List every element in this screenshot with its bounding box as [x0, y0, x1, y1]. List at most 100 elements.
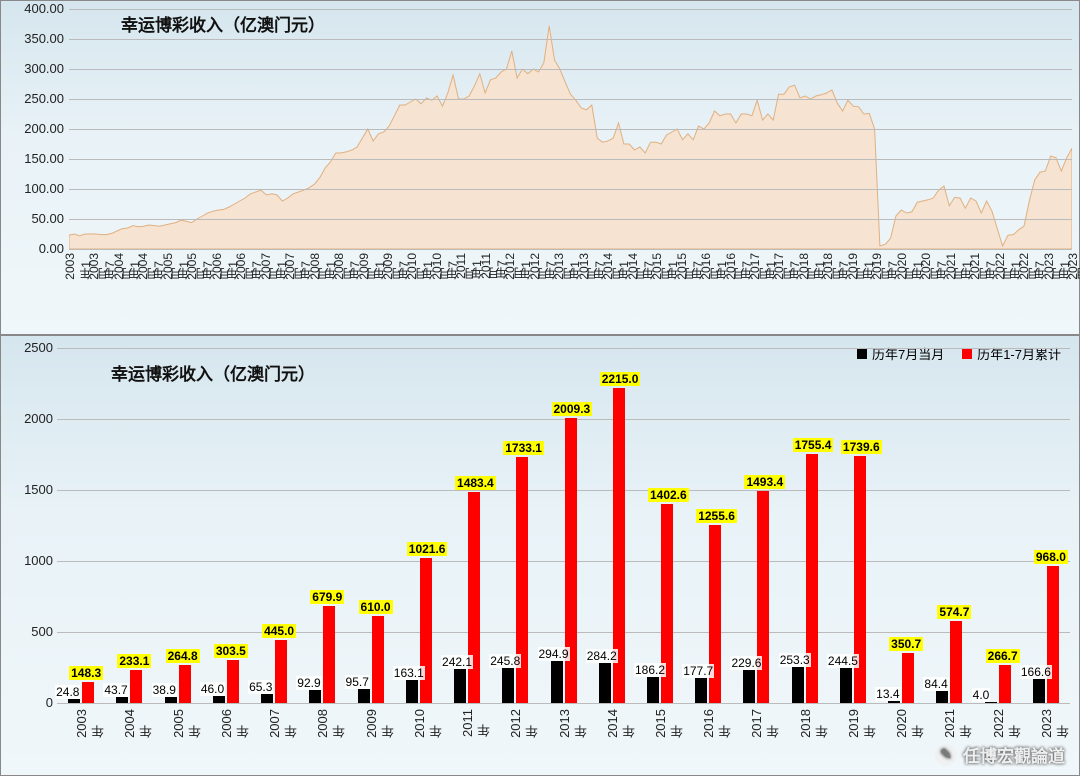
data-label-black: 84.4 — [923, 677, 948, 691]
data-label-red: 233.1 — [117, 654, 151, 668]
y-tick: 0.00 — [9, 241, 64, 256]
data-label-red: 303.5 — [214, 644, 248, 658]
x-tick: 2006年 — [219, 709, 253, 738]
bar-black — [406, 680, 418, 703]
x-tick: 2010年 — [412, 709, 446, 738]
y-tick: 100.00 — [9, 181, 64, 196]
bar-black — [1033, 679, 1045, 703]
bar-red — [902, 653, 914, 703]
data-label-black: 38.9 — [152, 683, 177, 697]
area-path — [69, 26, 1072, 249]
bar-black — [358, 689, 370, 703]
bar-black — [647, 677, 659, 703]
x-tick: 2019年 — [846, 709, 880, 738]
bar-black — [165, 697, 177, 703]
x-tick: 2011年 — [460, 709, 494, 737]
data-label-red: 679.9 — [310, 590, 344, 604]
grid-line — [69, 189, 1072, 190]
bar-black — [888, 701, 900, 703]
grid-line — [57, 632, 1070, 633]
data-label-red: 1255.6 — [696, 509, 737, 523]
data-label-black: 163.1 — [393, 666, 425, 680]
x-tick: 2017年 — [749, 709, 783, 738]
data-label-black: 245.8 — [489, 654, 521, 668]
bar-red — [130, 670, 142, 703]
grid-line — [57, 561, 1070, 562]
data-label-black: 229.6 — [730, 656, 762, 670]
y-tick: 200.00 — [9, 121, 64, 136]
y-tick: 300.00 — [9, 61, 64, 76]
y-tick: 400.00 — [9, 1, 64, 16]
data-label-black: 24.8 — [55, 685, 80, 699]
data-label-black: 186.2 — [634, 663, 666, 677]
bar-black — [599, 663, 611, 703]
data-label-red: 574.7 — [937, 605, 971, 619]
area-chart-plot: 0.0050.00100.00150.00200.00250.00300.003… — [69, 9, 1072, 249]
bar-black — [743, 670, 755, 703]
bar-black — [792, 667, 804, 703]
grid-line — [69, 159, 1072, 160]
bar-black — [551, 661, 563, 703]
data-label-red: 445.0 — [262, 624, 296, 638]
x-tick: 2023年 — [1039, 709, 1073, 738]
data-label-red: 968.0 — [1034, 550, 1068, 564]
bar-chart-plot: 05001000150020002500148.324.82003年233.14… — [57, 348, 1070, 703]
grid-line — [69, 9, 1072, 10]
x-tick: 2016年 — [701, 709, 735, 738]
x-tick: 2023年7月 — [1066, 253, 1080, 280]
grid-line — [69, 129, 1072, 130]
data-label-black: 244.5 — [827, 654, 859, 668]
x-tick: 2015年 — [653, 709, 687, 738]
bar-red — [179, 665, 191, 703]
data-label-black: 95.7 — [345, 675, 370, 689]
watermark: ✎ 任博宏觀論道 — [935, 742, 1065, 767]
bar-black — [502, 668, 514, 703]
bar-red — [999, 665, 1011, 703]
x-tick: 2012年 — [508, 709, 542, 738]
y-tick: 500 — [9, 624, 53, 639]
y-tick: 2000 — [9, 411, 53, 426]
data-label-red: 266.7 — [986, 649, 1020, 663]
grid-line — [69, 219, 1072, 220]
x-tick: 2004年 — [122, 709, 156, 738]
bar-red — [757, 491, 769, 703]
x-tick: 2021年 — [942, 709, 976, 738]
grid-line — [69, 69, 1072, 70]
grid-line — [57, 490, 1070, 491]
data-label-red: 264.8 — [166, 649, 200, 663]
data-label-red: 1739.6 — [841, 440, 882, 454]
x-tick: 2007年 — [267, 709, 301, 738]
bar-black — [116, 697, 128, 703]
bar-black — [68, 699, 80, 703]
x-tick: 2014年 — [605, 709, 639, 738]
data-label-black: 166.6 — [1020, 665, 1052, 679]
grid-line — [57, 419, 1070, 420]
bar-red — [1047, 566, 1059, 703]
bar-black — [936, 691, 948, 703]
data-label-red: 1733.1 — [503, 441, 544, 455]
data-label-red: 1755.4 — [793, 438, 834, 452]
y-tick: 50.00 — [9, 211, 64, 226]
x-tick: 2020年 — [894, 709, 928, 738]
bar-black — [985, 702, 997, 703]
bar-red — [323, 606, 335, 703]
y-tick: 2500 — [9, 340, 53, 355]
bar-red — [227, 660, 239, 703]
data-label-black: 46.0 — [200, 682, 225, 696]
bar-black — [695, 678, 707, 703]
y-tick: 1500 — [9, 482, 53, 497]
data-label-red: 2009.3 — [552, 402, 593, 416]
x-tick: 2022年 — [991, 709, 1025, 738]
data-label-red: 610.0 — [359, 600, 393, 614]
data-label-black: 92.9 — [296, 676, 321, 690]
bar-chart-panel: 幸运博彩收入（亿澳门元） 历年7月当月 历年1-7月累计 05001000150… — [0, 335, 1080, 776]
bar-red — [468, 492, 480, 703]
y-tick: 350.00 — [9, 31, 64, 46]
data-label-black: 177.7 — [682, 664, 714, 678]
data-label-black: 294.9 — [538, 647, 570, 661]
bar-red — [372, 616, 384, 703]
watermark-icon: ✎ — [935, 744, 957, 766]
data-label-red: 1493.4 — [744, 475, 785, 489]
grid-line — [69, 39, 1072, 40]
data-label-red: 148.3 — [69, 666, 103, 680]
